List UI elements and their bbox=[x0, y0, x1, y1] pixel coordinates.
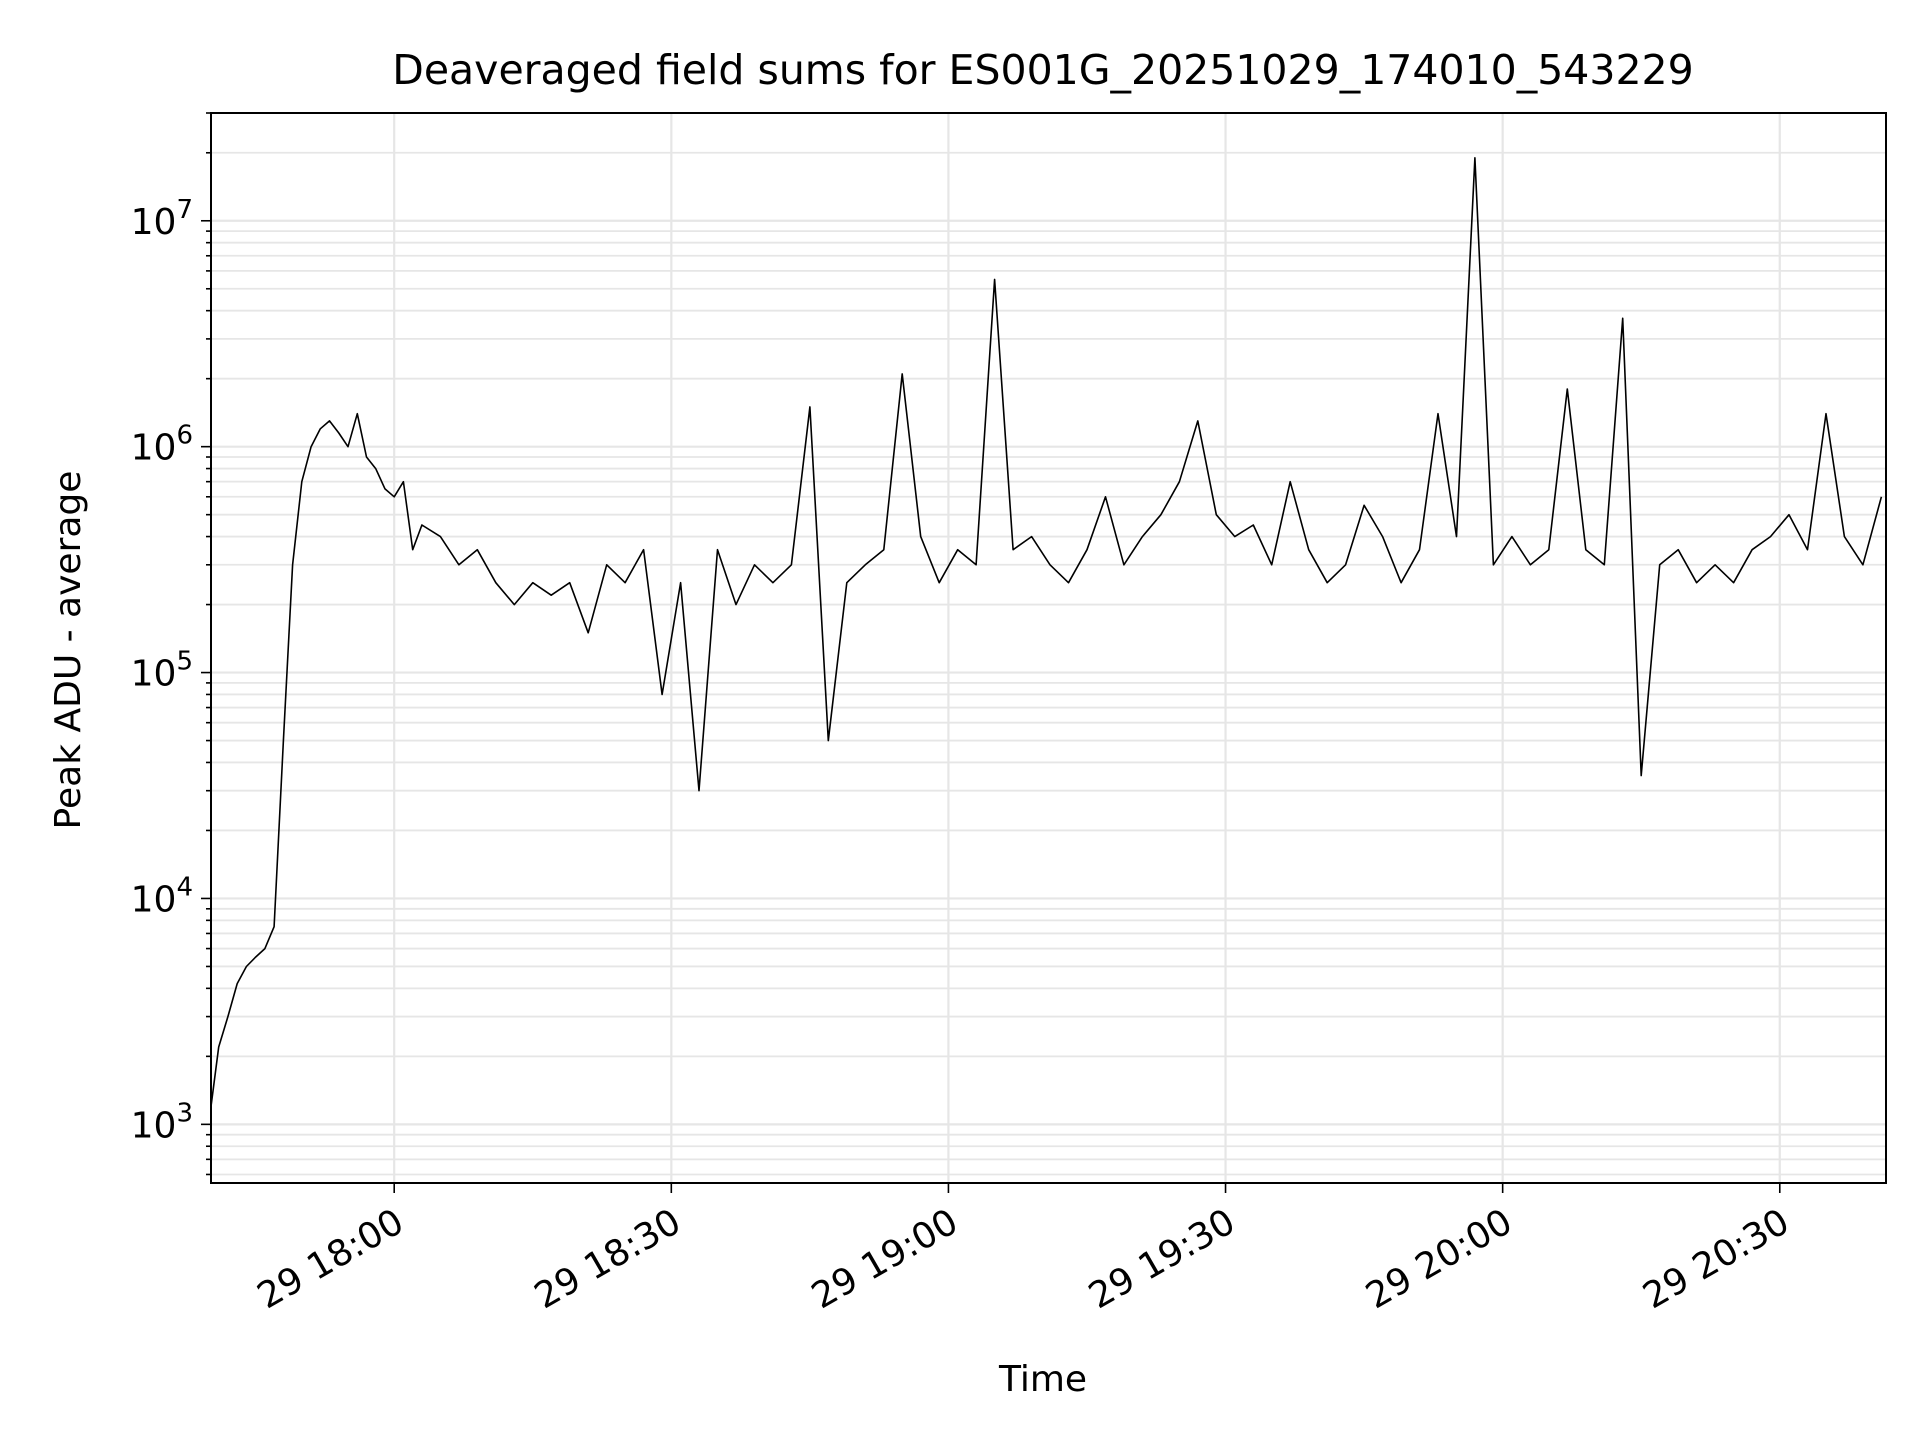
chart-title: Deaveraged field sums for ES001G_2025102… bbox=[392, 46, 1693, 94]
y-tick-label-base: 10 bbox=[131, 654, 177, 695]
y-tick-label: 106 bbox=[131, 421, 193, 469]
grid bbox=[211, 112, 1886, 1183]
x-axis-label: Time bbox=[998, 1359, 1087, 1400]
y-tick-label-exponent: 4 bbox=[176, 872, 193, 902]
y-tick-label: 103 bbox=[131, 1098, 193, 1146]
y-tick-label-exponent: 7 bbox=[176, 195, 193, 225]
y-tick-label-base: 10 bbox=[131, 202, 177, 243]
y-tick-label: 107 bbox=[131, 195, 193, 243]
y-axis-label: Peak ADU - average bbox=[48, 471, 89, 830]
plot-frame bbox=[210, 112, 1887, 1184]
series-layer bbox=[210, 157, 1883, 1107]
y-tick-label-base: 10 bbox=[131, 879, 177, 920]
y-tick-label-exponent: 3 bbox=[176, 1098, 193, 1128]
y-tick-label-base: 10 bbox=[131, 428, 177, 469]
y-tick-label-exponent: 5 bbox=[176, 647, 193, 677]
series-line bbox=[210, 157, 1883, 1107]
y-tick-label: 105 bbox=[131, 647, 193, 695]
y-tick-label-exponent: 6 bbox=[176, 421, 193, 451]
y-tick-label: 104 bbox=[131, 872, 193, 920]
y-tick-label-base: 10 bbox=[131, 1105, 177, 1146]
